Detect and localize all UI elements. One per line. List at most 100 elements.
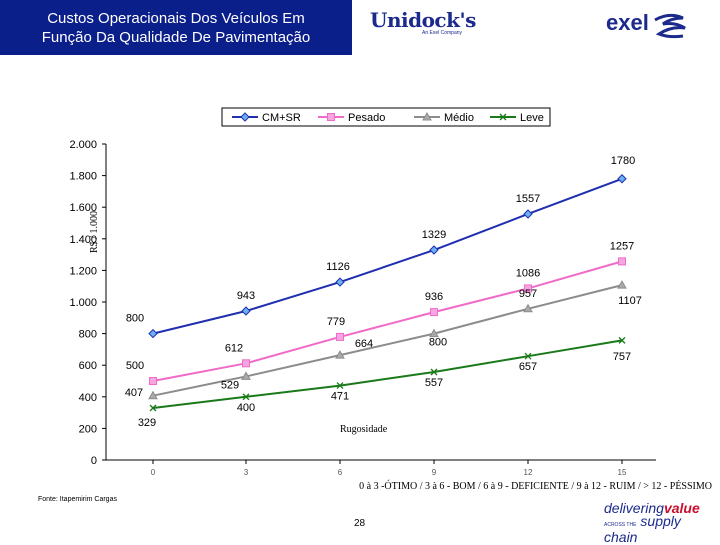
legend-marker [422, 111, 432, 121]
data-label: 757 [613, 351, 631, 363]
data-point [524, 352, 532, 360]
tagline-logo: deliveringvalue ACROSS THE supply chain [604, 500, 716, 545]
y-tick-label: 0 [91, 455, 97, 467]
axes-layer: 0 200 400 600 800 1.000 1.200 1.400 1.600 1.800 2.… [69, 139, 656, 477]
y-tick-label: 1.800 [69, 171, 97, 183]
title-line-2: Função Da Qualidade De Pavimentação [41, 28, 311, 46]
data-label: 657 [519, 361, 537, 373]
page-number: 28 [354, 518, 366, 529]
data-point [242, 359, 250, 368]
y-tick-label: 200 [79, 423, 97, 435]
legend-label: Pesado [348, 112, 385, 124]
data-label: 1257 [610, 240, 634, 252]
data-point [430, 308, 438, 317]
data-label: 500 [126, 360, 144, 372]
legend-label: CM+SR [262, 112, 301, 124]
data-label: 1086 [516, 267, 540, 279]
data-label: 329 [138, 417, 156, 429]
data-point [148, 328, 158, 339]
data-label: 1107 [618, 295, 642, 307]
data-point [335, 277, 345, 287]
data-point [523, 303, 533, 313]
data-point [618, 257, 626, 266]
series-line-cm-sr [152, 177, 623, 335]
y-tick-label: 1.600 [69, 202, 97, 214]
data-point [335, 350, 345, 359]
data-label: 664 [355, 338, 373, 350]
data-label: 529 [221, 379, 239, 391]
legend-marker [327, 113, 335, 121]
data-label: 400 [237, 402, 255, 414]
data-point [523, 209, 533, 219]
source-note: Fonte: Itapemirim Cargas [38, 496, 117, 503]
data-point [336, 332, 344, 341]
x-tick-label: 0 [151, 468, 156, 477]
y-tick-label: 1.400 [69, 234, 97, 246]
y-tick-label: 1.000 [69, 297, 97, 309]
exel-swoosh-icon [654, 13, 687, 38]
legend-marker [240, 112, 250, 122]
legend-box [221, 107, 551, 127]
legend-marker [499, 113, 507, 121]
data-point [241, 306, 251, 316]
tagline-word-2: value [663, 500, 700, 516]
x-axis-label: 0 à 3 -ÓTIMO / 3 à 6 - BOM / 6 à 9 - DEF… [359, 480, 712, 492]
y-axis-label: R$ / 1.000 [89, 211, 100, 253]
data-label: 943 [237, 290, 255, 302]
tagline-word-3: supply chain [604, 513, 681, 545]
data-label: 800 [126, 313, 144, 325]
x-tick-label: 6 [338, 468, 343, 477]
series-line-pesado [152, 260, 623, 382]
y-tick-label: 800 [79, 329, 97, 341]
data-point [618, 336, 626, 344]
unidocks-logo-text: Unidock's [370, 8, 476, 32]
y-tick-label: 1.200 [69, 265, 97, 277]
annotation-rugosidade: Rugosidade [340, 424, 388, 435]
x-tick-label: 15 [618, 468, 627, 477]
tagline-word-1: delivering [604, 500, 664, 516]
y-tick-label: 600 [79, 360, 97, 372]
legend-label: Médio [444, 112, 474, 124]
data-point [148, 390, 158, 400]
data-point [149, 377, 157, 385]
y-tick-label: 2.000 [69, 139, 97, 151]
legend: CM+SR Pesado Médio Leve [221, 107, 551, 127]
series-line-m-dio [152, 284, 623, 397]
series-lines-layer [148, 174, 627, 412]
data-point [429, 245, 439, 255]
data-point [241, 371, 251, 380]
title-line-1: Custos Operacionais Dos Veículos Em [47, 9, 305, 27]
data-point [617, 280, 627, 289]
data-label: 779 [327, 316, 345, 328]
exel-logo-text: exel [606, 10, 649, 35]
data-point [524, 284, 532, 293]
series-line-leve [152, 339, 623, 410]
unidocks-logo: Unidock's An Exel Company [370, 8, 476, 48]
data-label: 1329 [422, 229, 446, 241]
data-point [242, 393, 250, 401]
exel-logo: exel [606, 10, 706, 42]
data-labels-layer: 800 943 1126 1329 1557 1780 500 612 779 936 1086 12… [125, 155, 642, 429]
tagline-small: ACROSS THE [604, 522, 637, 528]
data-label: 471 [331, 391, 349, 403]
data-label: 800 [429, 337, 447, 349]
data-point [336, 382, 344, 390]
slide-title: Custos Operacionais Dos Veículos Em Funç… [0, 0, 352, 55]
legend-label: Leve [520, 112, 544, 124]
data-point [617, 174, 627, 184]
data-label: 1557 [516, 193, 540, 205]
data-label: 612 [225, 342, 243, 354]
data-point [149, 404, 157, 412]
data-label: 407 [125, 387, 143, 399]
data-label: 957 [519, 288, 537, 300]
data-point [429, 328, 439, 338]
data-label: 936 [425, 291, 443, 303]
data-label: 1780 [611, 155, 635, 167]
data-label: 557 [425, 377, 443, 389]
x-tick-label: 9 [432, 468, 437, 477]
x-tick-label: 3 [244, 468, 249, 477]
x-tick-label: 12 [524, 468, 533, 477]
data-point [430, 368, 438, 376]
y-tick-label: 400 [79, 392, 97, 404]
